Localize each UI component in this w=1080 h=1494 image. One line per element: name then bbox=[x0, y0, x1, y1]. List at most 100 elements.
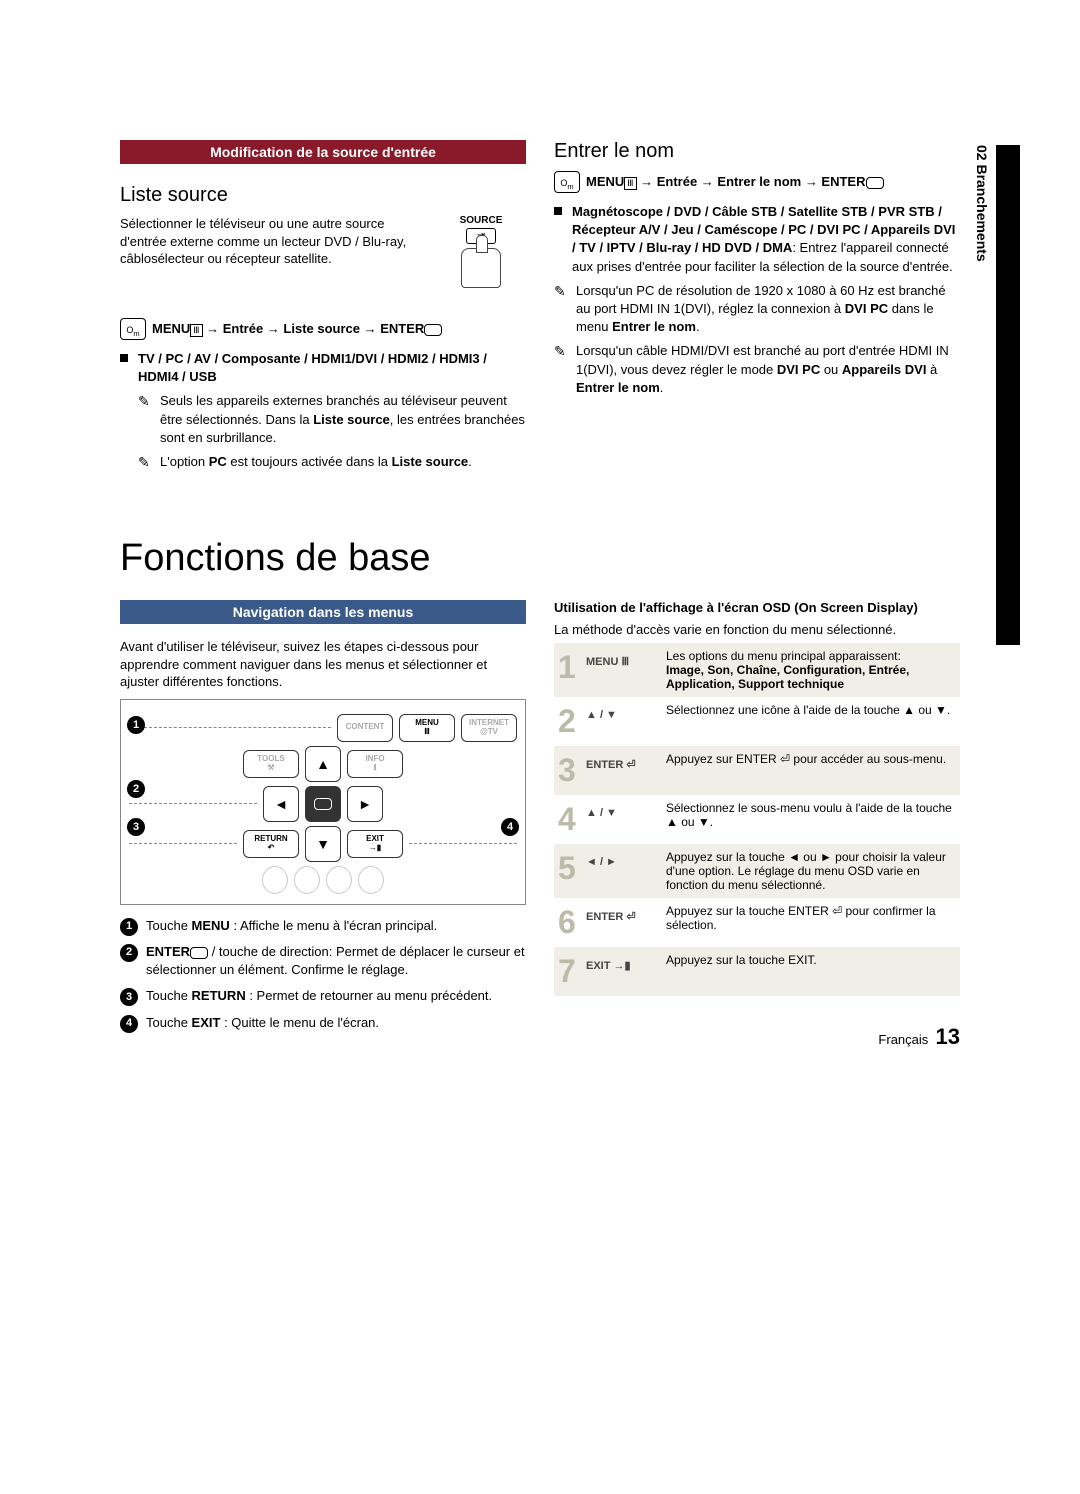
osd-desc: Les options du menu principal apparaisse… bbox=[662, 643, 960, 697]
page-number: Français 13 bbox=[878, 1024, 960, 1050]
bullet-devices: Magnétoscope / DVD / Câble STB / Satelli… bbox=[572, 203, 960, 276]
enter-icon bbox=[866, 177, 884, 189]
osd-row: 4 ▲ / ▼ Sélectionnez le sous-menu voulu … bbox=[554, 795, 960, 844]
remote-diagram: 1 2 3 4 CONTENT MENUⅢ INTERNET@TV TOOLS⚒… bbox=[120, 699, 526, 905]
osd-desc: Sélectionnez une icône à l'aide de la to… bbox=[662, 697, 960, 746]
menu-button: MENUⅢ bbox=[399, 714, 455, 742]
info-button: INFOℹ bbox=[347, 750, 403, 778]
faded-btn bbox=[262, 866, 288, 894]
callout-1: 1 bbox=[127, 716, 145, 734]
om-icon: Om bbox=[120, 318, 146, 340]
callout-2: 2 bbox=[127, 780, 145, 798]
banner-input-source: Modification de la source d'entrée bbox=[120, 140, 526, 164]
col-right-top: Entrer le nom Om MENUⅢ → Entrée → Entrer… bbox=[554, 140, 960, 477]
bottom-columns: Navigation dans les menus Avant d'utilis… bbox=[120, 600, 960, 1040]
menu-path-liste-source: Om MENUⅢ → Entrée → Liste source → ENTER bbox=[120, 318, 526, 340]
up-button: ▲ bbox=[305, 746, 341, 782]
callout-1-legend: 1 bbox=[120, 918, 138, 936]
menu-path-entrer-nom: Om MENUⅢ → Entrée → Entrer le nom → ENTE… bbox=[554, 171, 960, 193]
osd-desc: Appuyez sur ENTER ⏎ pour accéder au sous… bbox=[662, 746, 960, 795]
down-button: ▼ bbox=[305, 826, 341, 862]
callout-3: 3 bbox=[127, 818, 145, 836]
osd-row: 2 ▲ / ▼ Sélectionnez une icône à l'aide … bbox=[554, 697, 960, 746]
osd-num: 5 bbox=[554, 844, 582, 898]
banner-navigation: Navigation dans les menus bbox=[120, 600, 526, 624]
menu-path-text: MENUⅢ → Entrée → Liste source → ENTER bbox=[152, 321, 442, 336]
source-label: SOURCE bbox=[436, 215, 526, 226]
menu-path-text: MENUⅢ → Entrée → Entrer le nom → ENTER bbox=[586, 174, 884, 189]
osd-key: ▲ / ▼ bbox=[582, 795, 662, 844]
faded-btn bbox=[326, 866, 352, 894]
osd-num: 6 bbox=[554, 898, 582, 947]
osd-desc: Appuyez sur la touche ◄ ou ► pour choisi… bbox=[662, 844, 960, 898]
osd-row: 5 ◄ / ► Appuyez sur la touche ◄ ou ► pou… bbox=[554, 844, 960, 898]
osd-sub: La méthode d'accès varie en fonction du … bbox=[554, 621, 960, 639]
rd-row-faded bbox=[129, 866, 517, 894]
col-left-top: Modification de la source d'entrée Liste… bbox=[120, 140, 526, 477]
osd-key: ENTER ⏎ bbox=[582, 746, 662, 795]
osd-desc: Sélectionnez le sous-menu voulu à l'aide… bbox=[662, 795, 960, 844]
enter-icon bbox=[424, 324, 442, 336]
faded-btn bbox=[294, 866, 320, 894]
osd-desc: Appuyez sur la touche EXIT. bbox=[662, 947, 960, 996]
callout-2-legend: 2 bbox=[120, 944, 138, 962]
osd-table: 1 MENU Ⅲ Les options du menu principal a… bbox=[554, 643, 960, 996]
enter-button bbox=[305, 786, 341, 822]
osd-num: 4 bbox=[554, 795, 582, 844]
callout-4-legend: 4 bbox=[120, 1015, 138, 1033]
rd-row-4: RETURN↶ ▼ EXIT→▮ bbox=[129, 826, 517, 862]
col-left-bottom: Navigation dans les menus Avant d'utilis… bbox=[120, 600, 526, 1040]
col-right-bottom: Utilisation de l'affichage à l'écran OSD… bbox=[554, 600, 960, 1040]
osd-key: ▲ / ▼ bbox=[582, 697, 662, 746]
legend-2: 2 ENTER / touche de direction: Permet de… bbox=[120, 943, 526, 979]
tools-button: TOOLS⚒ bbox=[243, 750, 299, 778]
legend-1: 1 Touche MENU : Affiche le menu à l'écra… bbox=[120, 917, 526, 935]
legend-4: 4 Touche EXIT : Quitte le menu de l'écra… bbox=[120, 1014, 526, 1032]
content-button: CONTENT bbox=[337, 714, 393, 742]
osd-num: 7 bbox=[554, 947, 582, 996]
return-button: RETURN↶ bbox=[243, 830, 299, 858]
menu-icon: Ⅲ bbox=[624, 177, 636, 190]
heading-liste-source: Liste source bbox=[120, 184, 526, 207]
osd-row: 7 EXIT →▮ Appuyez sur la touche EXIT. bbox=[554, 947, 960, 996]
internet-button: INTERNET@TV bbox=[461, 714, 517, 742]
osd-key: EXIT →▮ bbox=[582, 947, 662, 996]
exit-button: EXIT→▮ bbox=[347, 830, 403, 858]
side-black-bar bbox=[996, 145, 1020, 645]
bullet-list-devices: Magnétoscope / DVD / Câble STB / Satelli… bbox=[554, 203, 960, 276]
om-icon: Om bbox=[554, 171, 580, 193]
menu-icon: Ⅲ bbox=[190, 324, 202, 337]
bullet-list-sources: TV / PC / AV / Composante / HDMI1/DVI / … bbox=[120, 350, 526, 386]
side-tab: 02 Branchements bbox=[974, 145, 990, 262]
top-columns: Modification de la source d'entrée Liste… bbox=[120, 140, 960, 477]
remote-source-illustration: SOURCE ⇥ bbox=[436, 215, 526, 292]
callout-4: 4 bbox=[501, 818, 519, 836]
note-pc-option: L'option PC est toujours activée dans la… bbox=[138, 453, 526, 471]
right-button: ► bbox=[347, 786, 383, 822]
heading-fonctions-de-base: Fonctions de base bbox=[120, 537, 960, 580]
osd-key: ◄ / ► bbox=[582, 844, 662, 898]
osd-num: 1 bbox=[554, 643, 582, 697]
osd-num: 2 bbox=[554, 697, 582, 746]
callout-3-legend: 3 bbox=[120, 988, 138, 1006]
osd-row: 6 ENTER ⏎ Appuyez sur la touche ENTER ⏎ … bbox=[554, 898, 960, 947]
rd-row-1: CONTENT MENUⅢ INTERNET@TV bbox=[129, 714, 517, 742]
osd-key: ENTER ⏎ bbox=[582, 898, 662, 947]
bullet-sources: TV / PC / AV / Composante / HDMI1/DVI / … bbox=[138, 350, 526, 386]
osd-row: 1 MENU Ⅲ Les options du menu principal a… bbox=[554, 643, 960, 697]
note-pc-resolution: Lorsqu'un PC de résolution de 1920 x 108… bbox=[554, 282, 960, 337]
note-ext-devices: Seuls les appareils externes branchés au… bbox=[138, 392, 526, 447]
faded-btn bbox=[358, 866, 384, 894]
osd-desc: Appuyez sur la touche ENTER ⏎ pour confi… bbox=[662, 898, 960, 947]
osd-row: 3 ENTER ⏎ Appuyez sur ENTER ⏎ pour accéd… bbox=[554, 746, 960, 795]
enter-icon bbox=[314, 798, 332, 810]
legend-3: 3 Touche RETURN : Permet de retourner au… bbox=[120, 987, 526, 1005]
osd-title: Utilisation de l'affichage à l'écran OSD… bbox=[554, 600, 960, 615]
osd-num: 3 bbox=[554, 746, 582, 795]
page: 02 Branchements Modification de la sourc… bbox=[0, 0, 1080, 1100]
enter-icon bbox=[190, 947, 208, 959]
rd-row-3: ◄ ► bbox=[129, 786, 517, 822]
osd-key: MENU Ⅲ bbox=[582, 643, 662, 697]
hand-icon bbox=[461, 248, 501, 288]
note-hdmi-dvi: Lorsqu'un câble HDMI/DVI est branché au … bbox=[554, 342, 960, 397]
